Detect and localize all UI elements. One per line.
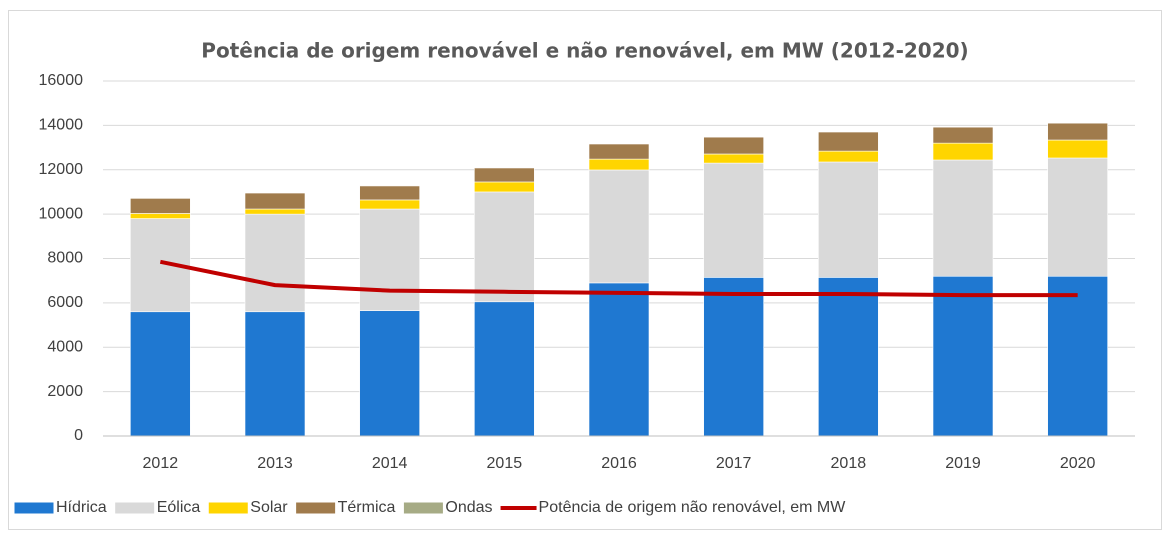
x-tick-label: 2016 [601,455,637,472]
bar-segment [1047,122,1108,141]
bar-segment [818,131,879,152]
x-tick-label: 2019 [945,455,981,472]
line-series [159,259,1078,298]
bar-segment [474,191,535,303]
legend-item: Potência de origem não renovável, em MW [500,499,847,516]
legend-swatch [114,501,156,515]
y-tick-label: 2000 [47,383,83,400]
y-tick-label: 4000 [47,338,83,355]
x-tick-label: 2018 [831,455,867,472]
legend-label: Solar [250,499,288,516]
legend-label: Térmica [338,499,396,516]
legend-label: Eólica [157,499,201,516]
bar-segment [932,126,994,144]
legend-item: Eólica [114,499,201,516]
bar-segment [244,192,306,210]
legend-swatch [13,501,55,515]
legend-swatch [295,501,337,515]
legend-label: Ondas [445,499,492,516]
y-tick-label: 16000 [39,72,84,89]
bar-segment [818,277,879,437]
legend-label: Hídrica [56,499,107,516]
y-tick-label: 10000 [39,205,84,222]
bar-segment [703,162,764,278]
legend-item: Ondas [402,499,493,516]
bar-segment [703,136,764,155]
bar-segment [588,158,650,171]
legend-item: Térmica [295,499,396,516]
bar-segment [359,199,420,210]
x-tick-label: 2017 [716,455,752,472]
bar-segment [932,275,994,437]
x-tick-label: 2015 [487,455,523,472]
x-tick-label: 2012 [143,455,179,472]
bar-segment [244,208,306,215]
bar-segment [130,198,191,214]
bar-segment [474,167,535,183]
legend-swatch [402,501,444,515]
y-tick-label: 14000 [39,117,84,134]
bar-segment [703,153,764,164]
bar-segment [932,159,994,277]
x-tick-label: 2020 [1060,455,1096,472]
bar-segment [130,311,191,437]
bar-segment [474,181,535,193]
bar-segment [818,161,879,278]
y-tick-label: 8000 [47,250,83,267]
bar-segment [1047,275,1108,437]
y-tick-label: 6000 [47,294,83,311]
bar-segment [359,310,420,437]
legend-label: Potência de origem não renovável, em MW [539,499,847,516]
legend-item: Hídrica [13,499,107,516]
legend-swatch [207,501,249,515]
bar-segment [359,208,420,311]
bar-segment [588,143,650,160]
bar-segment [244,311,306,437]
x-tick-label: 2013 [257,455,293,472]
legend-item: Solar [207,499,288,516]
bar-segment [588,282,650,437]
x-tick-label: 2014 [372,455,408,472]
bar-segment [130,213,191,219]
y-tick-label: 0 [74,427,83,444]
bar-segment [1047,157,1108,277]
bar-segment [703,277,764,437]
bar-segment [244,213,306,313]
bar-segment [474,301,535,437]
y-tick-label: 12000 [39,161,84,178]
bar-segment [359,185,420,201]
chart-title: Potência de origem renovável e não renov… [201,39,968,63]
bar-segment [818,150,879,163]
bar-segment [1047,139,1108,159]
bar-segment [588,169,650,284]
bar-segment [932,142,994,161]
